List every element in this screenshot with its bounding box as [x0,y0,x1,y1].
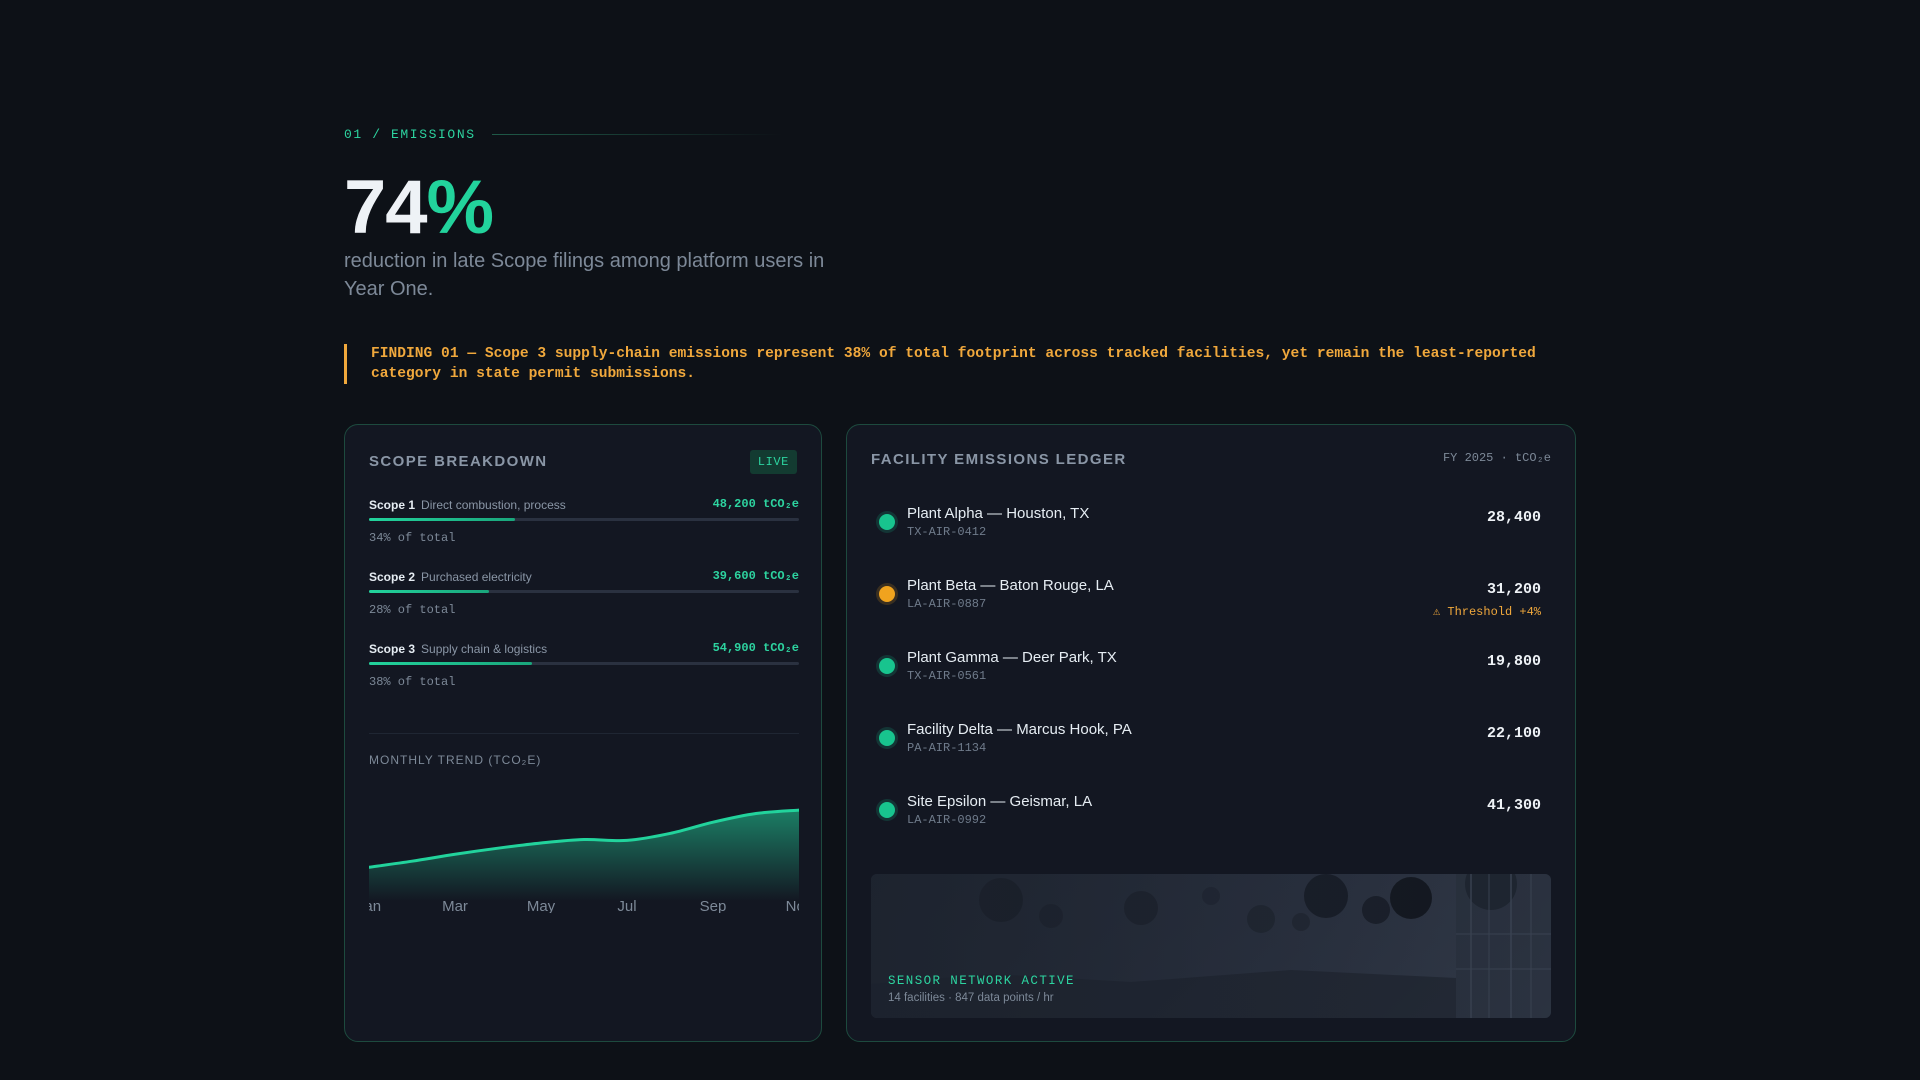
scope-description: Supply chain & logistics [421,642,548,656]
ledger-row[interactable]: Plant Gamma — Deer Park, TX TX-AIR-0561 … [871,643,1553,715]
scope-progress-bar [369,662,799,665]
facility-id: TX-AIR-0561 [907,669,987,683]
facility-ledger-card: FACILITY EMISSIONS LEDGER FY 2025 · tCO₂… [846,424,1576,1042]
sensor-title: SENSOR NETWORK ACTIVE [888,974,1075,988]
trend-area [369,810,799,901]
facility-id: PA-AIR-1134 [907,741,987,755]
x-tick-label: May [527,898,556,913]
live-badge: LIVE [749,450,797,474]
monthly-trend-chart: Jan Mar May Jul Sep Nov [369,808,799,913]
scope-row: Scope 2 Purchased electricity 39,600 tCO₂… [369,569,799,630]
status-dot [879,514,895,530]
card-divider [369,733,799,734]
x-tick-label: Jul [617,898,636,913]
scope-label: Scope 3 Supply chain & logistics [369,642,547,656]
scope-progress-fill [369,662,533,665]
facility-name: Plant Alpha — Houston, TX [907,505,1090,522]
x-tick-label: Nov [786,898,799,913]
scope-value: 39,600 tCO₂e [712,569,799,583]
scope-percent: 38% of total [369,675,456,689]
facility-id: TX-AIR-0412 [907,525,987,539]
status-dot [879,730,895,746]
ledger-row[interactable]: Site Epsilon — Geismar, LA LA-AIR-0992 4… [871,787,1553,859]
scope-name: Scope 2 [369,570,416,584]
scope-name: Scope 3 [369,642,416,656]
facility-value: 28,400 [1486,509,1541,526]
eyebrow-divider [491,134,782,135]
sensor-background-image [871,874,1551,1018]
scope-progress-fill [369,518,516,521]
x-tick-label: Mar [442,898,468,913]
status-dot [879,586,895,602]
x-tick-label: Sep [700,898,727,913]
scope-value: 54,900 tCO₂e [712,641,799,655]
hero-number: 74 [344,165,428,250]
hero-unit: % [426,165,495,250]
scope-percent: 28% of total [369,603,456,617]
facility-id: LA-AIR-0887 [907,597,987,611]
ledger-row[interactable]: Plant Alpha — Houston, TX TX-AIR-0412 28… [871,499,1553,571]
ledger-title: FACILITY EMISSIONS LEDGER [871,451,1127,468]
facility-name: Plant Gamma — Deer Park, TX [907,649,1117,666]
scope-row: Scope 3 Supply chain & logistics 54,900 t… [369,641,799,702]
facility-value: 41,300 [1486,797,1541,814]
scope-progress-bar [369,518,799,521]
emissions-section: 01 / EMISSIONS 74% reduction in late Sco… [344,0,1576,1080]
status-dot [879,802,895,818]
hero-stat: 74% [344,163,495,253]
scope-label: Scope 1 Direct combustion, process [369,498,566,512]
scope-value: 48,200 tCO₂e [712,497,799,511]
x-tick-label: Jan [369,898,381,913]
scope-progress-fill [369,590,490,593]
scope-card-title: SCOPE BREAKDOWN [369,453,548,470]
scope-name: Scope 1 [369,498,416,512]
scope-percent: 34% of total [369,531,456,545]
sensor-subtitle: 14 facilities · 847 data points / hr [888,992,1054,1004]
ledger-meta: FY 2025 · tCO₂e [1442,451,1551,465]
facility-name: Plant Beta — Baton Rouge, LA [907,577,1114,594]
facility-value: 31,200 [1486,581,1541,598]
sensor-network-panel: SENSOR NETWORK ACTIVE 14 facilities · 84… [871,874,1551,1018]
scope-description: Direct combustion, process [421,498,566,512]
scope-description: Purchased electricity [421,570,532,584]
facility-name: Site Epsilon — Geismar, LA [907,793,1093,810]
facility-name: Facility Delta — Marcus Hook, PA [907,721,1132,738]
facility-id: LA-AIR-0992 [907,813,987,827]
section-eyebrow: 01 / EMISSIONS [344,127,782,142]
facility-value: 19,800 [1486,653,1541,670]
scope-progress-bar [369,590,799,593]
scope-label: Scope 2 Purchased electricity [369,570,532,584]
ledger-row[interactable]: Facility Delta — Marcus Hook, PA PA-AIR-… [871,715,1553,787]
status-dot [879,658,895,674]
trend-line [369,808,799,869]
trend-title: MONTHLY TREND (TCO₂E) [369,753,542,767]
eyebrow-label: 01 / EMISSIONS [344,127,476,142]
threshold-warning: ⚠ Threshold +4% [1432,605,1541,619]
hero-subtitle: reduction in late Scope filings among pl… [344,250,825,300]
scope-row: Scope 1 Direct combustion, process 48,200… [369,497,799,558]
scope-breakdown-card: SCOPE BREAKDOWN LIVE Scope 1 Direct combu… [344,424,822,1042]
ledger-row[interactable]: Plant Beta — Baton Rouge, LA LA-AIR-0887… [871,571,1553,643]
facility-value: 22,100 [1486,725,1541,742]
finding-callout: FINDING 01 — Scope 3 supply-chain emissi… [344,344,1576,384]
